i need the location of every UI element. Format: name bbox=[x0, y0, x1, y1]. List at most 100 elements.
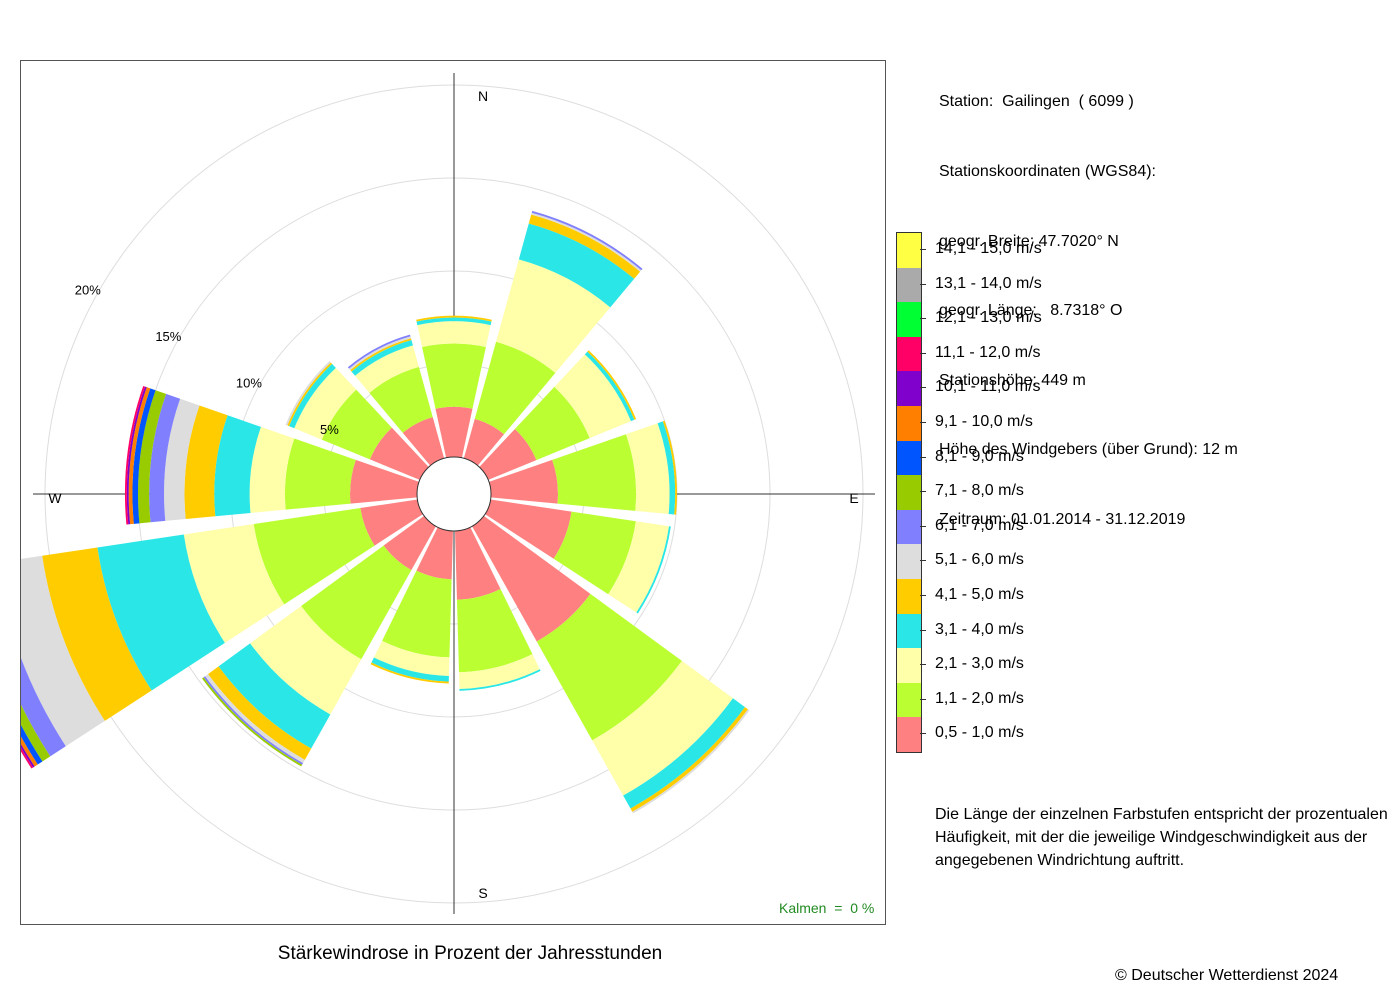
legend-label: 3,1 - 4,0 m/s bbox=[935, 620, 1024, 638]
sector-9-band-9 bbox=[21, 736, 38, 767]
sector-9-band-11 bbox=[21, 747, 34, 769]
legend-label: 8,1 - 9,0 m/s bbox=[935, 447, 1024, 465]
legend-tick bbox=[920, 733, 926, 735]
legend-tick bbox=[920, 629, 926, 631]
legend-tick bbox=[920, 456, 926, 458]
sector-0-band-3 bbox=[416, 317, 492, 326]
sector-0-band-2 bbox=[417, 321, 491, 347]
sector-7-band-1 bbox=[382, 570, 452, 658]
sector-9-band-8 bbox=[21, 724, 43, 765]
sector-3-band-3 bbox=[657, 421, 676, 515]
sector-6-band-0 bbox=[455, 527, 501, 600]
legend-tick bbox=[920, 422, 926, 423]
sector-10-band-9 bbox=[128, 387, 151, 525]
sector-10-band-2 bbox=[249, 426, 295, 513]
sector-10-band-10 bbox=[126, 386, 147, 525]
sector-10-band-0 bbox=[350, 459, 420, 504]
legend-swatch bbox=[897, 613, 921, 649]
sector-9-band-2 bbox=[183, 524, 285, 643]
legend-tick bbox=[920, 283, 926, 285]
sector-3-band-1 bbox=[552, 434, 637, 511]
legend-swatch bbox=[897, 544, 921, 579]
sector-8-band-1 bbox=[301, 545, 412, 660]
copyright-notice: © Deutscher Wetterdienst 2024 bbox=[1115, 967, 1339, 984]
legend-swatch bbox=[897, 405, 921, 441]
sector-1-band-1 bbox=[474, 341, 556, 435]
sector-5-band-0 bbox=[472, 515, 591, 642]
ring-label-4: 20% bbox=[75, 283, 101, 298]
legend-label: 1,1 - 2,0 m/s bbox=[935, 689, 1024, 707]
legend-swatch bbox=[897, 233, 921, 268]
sector-8-band-5 bbox=[205, 674, 305, 764]
legend-label: 13,1 - 14,0 m/s bbox=[935, 274, 1042, 292]
station-name: Station: Gailingen ( 6099 ) bbox=[939, 93, 1134, 111]
legend-swatch bbox=[897, 648, 921, 683]
sector-12-band-0 bbox=[402, 417, 445, 466]
chart-caption: Stärkewindrose in Prozent der Jahresstun… bbox=[277, 943, 663, 964]
sector-9-band-4 bbox=[42, 547, 152, 721]
legend-swatch bbox=[897, 578, 921, 614]
sector-12-band-2 bbox=[355, 345, 419, 393]
sector-2-band-3 bbox=[584, 351, 635, 422]
sector-12-band-3 bbox=[351, 340, 413, 376]
legend-swatch bbox=[897, 371, 921, 406]
ring-label-2: 10% bbox=[236, 376, 262, 391]
station-longitude: geogr. Länge: 8.7318° O bbox=[939, 302, 1123, 320]
legend-tick bbox=[920, 318, 926, 320]
legend-label: 7,1 - 8,0 m/s bbox=[935, 482, 1024, 500]
legend-tick bbox=[920, 595, 926, 596]
legend-swatch bbox=[897, 267, 921, 303]
legend-label: 9,1 - 10,0 m/s bbox=[935, 413, 1033, 430]
sector-1-band-2 bbox=[496, 259, 611, 373]
legend-tick bbox=[920, 525, 926, 527]
sector-8-band-0 bbox=[383, 515, 436, 571]
legend-tick bbox=[920, 387, 926, 389]
sector-12-band-6 bbox=[347, 334, 411, 369]
sector-6-band-1 bbox=[456, 589, 533, 673]
legend-label: 0,5 - 1,0 m/s bbox=[935, 724, 1024, 742]
ring-label-1: 5% bbox=[320, 422, 339, 437]
station-coordinates-heading: Stationskoordinaten (WGS84): bbox=[939, 163, 1156, 180]
sector-7-band-2 bbox=[373, 640, 450, 677]
sector-2-band-0 bbox=[479, 428, 537, 480]
sector-3-band-2 bbox=[625, 423, 670, 514]
legend-color-bar bbox=[896, 232, 922, 753]
legend-swatch bbox=[897, 682, 921, 718]
legend-swatch bbox=[897, 475, 921, 510]
legend-tick bbox=[920, 352, 926, 354]
sector-11-band-3 bbox=[289, 363, 336, 429]
direction-label-W: W bbox=[48, 490, 62, 506]
sector-0-band-1 bbox=[422, 343, 486, 409]
station-info: Station: Gailingen ( 6099 ) Stationskoor… bbox=[939, 44, 1238, 554]
sector-1-band-4 bbox=[528, 214, 641, 279]
ring-label-3: 15% bbox=[155, 329, 181, 344]
sector-5-band-2 bbox=[592, 660, 733, 796]
legend-tick bbox=[920, 698, 926, 700]
sector-9-band-3 bbox=[97, 534, 225, 691]
legend-label: 14,1 - 15,0 m/s bbox=[935, 240, 1042, 257]
sector-0-band-0 bbox=[435, 406, 473, 458]
sector-8-band-3 bbox=[218, 643, 331, 749]
sector-9-band-1 bbox=[253, 508, 375, 605]
sector-9-band-7 bbox=[21, 704, 51, 762]
sector-12-band-4 bbox=[350, 338, 412, 372]
sector-12-band-5 bbox=[349, 336, 411, 371]
wind-rose-plot-area: N E S W 5% 10% 15% 20% Kalmen = 0 % bbox=[20, 60, 886, 925]
sector-11-band-0 bbox=[369, 427, 429, 480]
legend-tick bbox=[920, 664, 926, 666]
wind-rose-chart: N E S W 5% 10% 15% 20% bbox=[21, 73, 875, 914]
sector-10-band-1 bbox=[284, 438, 356, 510]
sector-9-band-6 bbox=[21, 657, 66, 757]
time-period: Zeitraum: 01.01.2014 - 31.12.2019 bbox=[939, 510, 1186, 528]
legend-label: 10,1 - 11,0 m/s bbox=[935, 378, 1041, 396]
sector-6-band-2 bbox=[458, 654, 540, 690]
sector-9-band-5 bbox=[21, 555, 105, 747]
sector-10-band-11 bbox=[124, 385, 145, 525]
legend-tick bbox=[920, 249, 926, 250]
sector-2-band-2 bbox=[554, 354, 631, 439]
calm-label: Kalmen = 0 % bbox=[779, 900, 875, 916]
calm-circle bbox=[416, 456, 492, 532]
sector-4-band-1 bbox=[553, 511, 636, 595]
sector-8-band-2 bbox=[250, 605, 362, 715]
direction-label-E: E bbox=[849, 490, 858, 506]
